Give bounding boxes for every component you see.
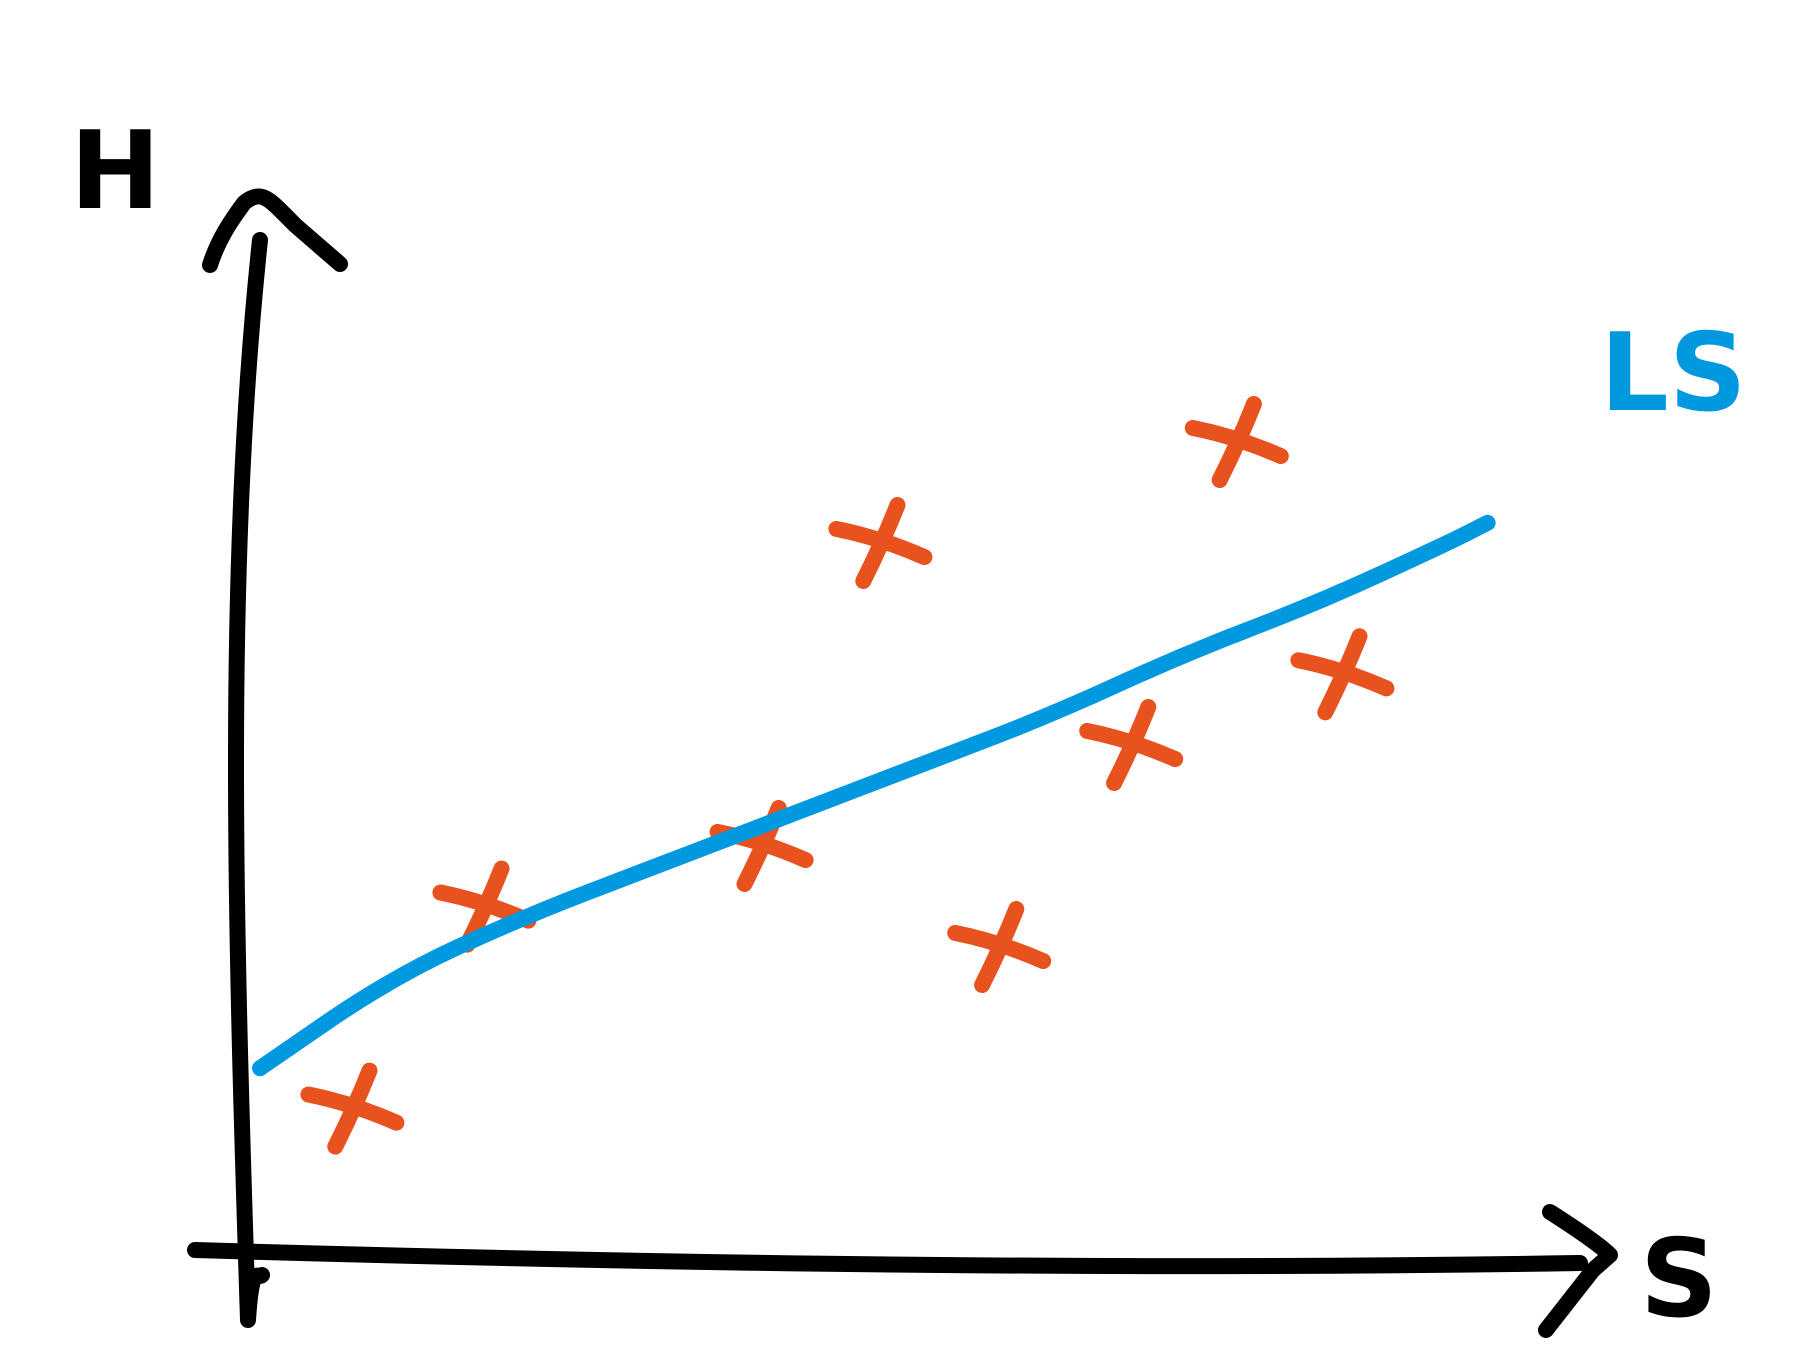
data-point <box>300 1062 405 1155</box>
x-axis <box>187 1242 1588 1275</box>
data-points <box>300 396 1395 1155</box>
point-stroke <box>1106 699 1157 791</box>
point-stroke <box>855 497 906 589</box>
fit-line-ls <box>252 514 1496 1077</box>
data-point <box>828 497 933 589</box>
x-axis-arrowhead <box>1538 1204 1618 1338</box>
point-stroke <box>1211 396 1262 488</box>
y-axis <box>227 232 270 1328</box>
point-stroke <box>327 1062 378 1155</box>
fit-line-label: LS <box>1600 311 1747 436</box>
y-axis-label: H <box>70 109 160 234</box>
data-point <box>947 901 1052 993</box>
y-axis-arrowhead <box>202 188 348 273</box>
axes <box>187 188 1618 1338</box>
data-point <box>1184 396 1289 488</box>
point-stroke <box>1317 628 1368 721</box>
data-point <box>1079 699 1184 791</box>
x-axis-label: S <box>1640 1217 1718 1342</box>
point-stroke <box>974 901 1025 993</box>
data-point <box>1290 628 1395 721</box>
